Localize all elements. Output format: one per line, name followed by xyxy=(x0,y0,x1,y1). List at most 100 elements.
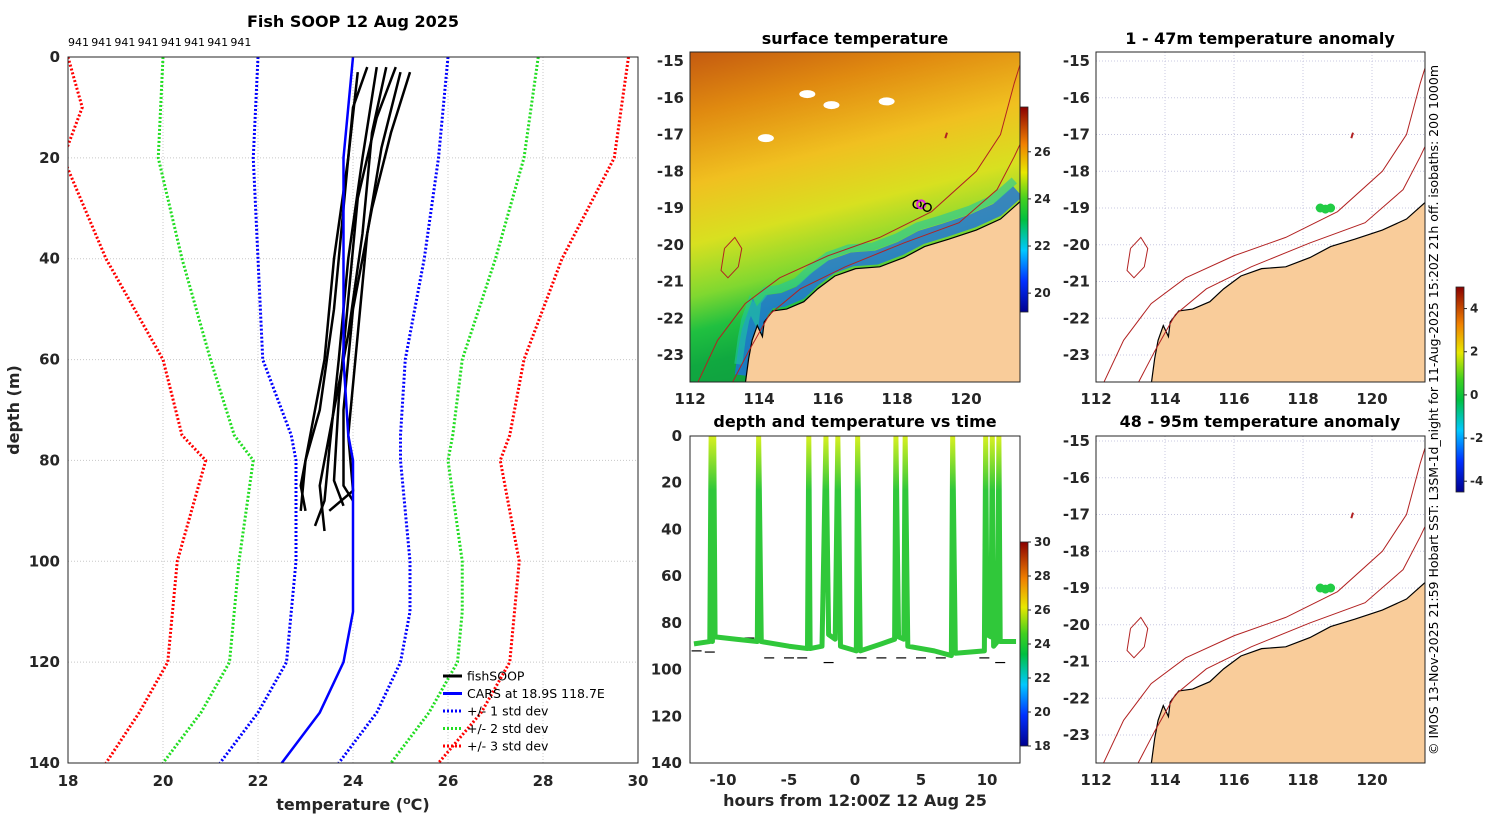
y-tick-label: 20 xyxy=(661,474,682,492)
x-tick-label: 0 xyxy=(850,771,860,789)
anomaly-shallow-title: 1 - 47m temperature anomaly xyxy=(1125,29,1395,48)
cloud-mask xyxy=(799,90,816,99)
reef-isobath xyxy=(1350,132,1354,139)
lon-tick-label: 112 xyxy=(1080,771,1111,789)
colorbar-tick-label: 2 xyxy=(1470,345,1478,359)
x-tick-label: -10 xyxy=(709,771,736,789)
lat-tick-label: -20 xyxy=(1063,236,1090,254)
colorbar xyxy=(1019,541,1029,747)
anomaly-point xyxy=(1326,583,1336,593)
lat-tick-label: -19 xyxy=(657,199,684,217)
lon-tick-label: 112 xyxy=(1080,390,1111,408)
reef-isobath xyxy=(1350,512,1354,519)
lon-tick-label: 114 xyxy=(1149,771,1180,789)
colorbar-tick-label: 26 xyxy=(1034,145,1051,159)
y-tick-label: 100 xyxy=(651,661,682,679)
xlabel-degree: o xyxy=(403,794,411,807)
lon-tick-label: 112 xyxy=(674,390,705,408)
lon-tick-label: 118 xyxy=(881,390,912,408)
colorbar-tick-label: 20 xyxy=(1034,286,1051,300)
colorbar-tick-label: 22 xyxy=(1034,671,1051,685)
profile-xlabel: temperature (oC) xyxy=(276,794,429,814)
y-tick-label: 0 xyxy=(672,427,682,445)
lat-tick-label: -22 xyxy=(1063,689,1090,707)
y-tick-label: 0 xyxy=(50,48,60,66)
y-tick-label: 100 xyxy=(29,552,60,570)
coastal-water xyxy=(734,177,1017,365)
fishsoop-profile xyxy=(313,66,378,527)
colorbar-tick-label: 24 xyxy=(1034,192,1051,206)
lon-tick-label: 116 xyxy=(1218,390,1249,408)
anomaly-deep-title: 48 - 95m temperature anomaly xyxy=(1120,412,1401,431)
lat-tick-label: -19 xyxy=(1063,579,1090,597)
axes-frame xyxy=(1095,435,1426,764)
lon-tick-label: 120 xyxy=(950,390,981,408)
cloud-mask xyxy=(757,134,774,143)
profile-lines xyxy=(68,57,630,763)
legend-label: fishSOOP xyxy=(467,669,525,684)
lon-tick-label: 120 xyxy=(1356,390,1387,408)
colorbar-tick-label: -2 xyxy=(1470,431,1483,445)
land xyxy=(744,200,1020,382)
x-tick-label: 10 xyxy=(977,771,998,789)
y-tick-label: 20 xyxy=(39,149,60,167)
sst-map-title: surface temperature xyxy=(762,29,949,48)
y-tick-label: 120 xyxy=(29,653,60,671)
side-caption: © IMOS 13-Nov-2025 21:59 Hobart SST: L3S… xyxy=(1426,65,1441,755)
y-tick-label: 140 xyxy=(651,754,682,772)
colorbar-tick-label: 26 xyxy=(1034,603,1051,617)
y-tick-label: 60 xyxy=(661,567,682,585)
std1-high-line xyxy=(337,57,450,763)
cast-location-marker xyxy=(912,199,922,210)
lat-tick-label: -20 xyxy=(657,236,684,254)
profile-count-label: 941 xyxy=(161,36,182,49)
colorbar-tick-label: 22 xyxy=(1034,239,1051,253)
xlabel-text: temperature ( xyxy=(276,795,403,814)
lat-tick-label: -16 xyxy=(657,89,684,107)
island-isobath xyxy=(1126,236,1149,279)
xlabel-unit: C) xyxy=(411,795,430,814)
map-content xyxy=(1096,436,1425,763)
lat-tick-label: -19 xyxy=(1063,199,1090,217)
lat-tick-label: -21 xyxy=(657,273,684,291)
x-tick-label: 28 xyxy=(533,772,554,790)
lon-tick-label: 114 xyxy=(743,390,774,408)
lat-tick-label: -22 xyxy=(657,309,684,327)
lat-tick-label: -17 xyxy=(657,126,684,144)
colorbar-tick-label: 30 xyxy=(1034,535,1051,549)
surface-temperature-map: 112 114 116 118 120 -15 -16 -17 -18 -19 -20 -21 -22 -… xyxy=(657,51,1051,408)
depth-time-panel: -10 -5 0 5 100204060801001201401820222426283… xyxy=(651,427,1051,789)
x-tick-label: 18 xyxy=(58,772,79,790)
lat-tick-label: -15 xyxy=(1063,432,1090,450)
lon-tick-label: 120 xyxy=(1356,771,1387,789)
anomaly-point xyxy=(1326,203,1336,213)
x-tick-label: -5 xyxy=(781,771,798,789)
lat-tick-label: -22 xyxy=(1063,309,1090,327)
x-tick-label: 5 xyxy=(916,771,926,789)
colorbar xyxy=(1019,106,1029,313)
fishsoop-profile xyxy=(299,71,359,512)
land xyxy=(1150,201,1425,382)
lat-tick-label: -16 xyxy=(1063,469,1090,487)
x-tick-label: 20 xyxy=(153,772,174,790)
isobath-200m xyxy=(1137,525,1425,763)
std2-high-line xyxy=(389,57,540,763)
profile-count-label: 941 xyxy=(68,36,89,49)
lat-tick-label: -23 xyxy=(1063,726,1090,744)
y-tick-label: 140 xyxy=(29,754,60,772)
std2-low-line xyxy=(156,57,255,763)
depth-temperature-track xyxy=(693,436,1017,659)
lon-tick-label: 118 xyxy=(1287,390,1318,408)
colorbar-tick-label: 0 xyxy=(1470,388,1478,402)
depth-time-xlabel: hours from 12:00Z 12 Aug 25 xyxy=(723,791,987,810)
x-tick-label: 26 xyxy=(438,772,459,790)
track-content xyxy=(691,436,1017,664)
lat-tick-label: -21 xyxy=(1063,273,1090,291)
std3-high-line xyxy=(437,57,630,763)
isobath-1000m xyxy=(697,63,1020,382)
map-grid xyxy=(1096,436,1425,763)
isobath-1000m xyxy=(1103,66,1425,382)
y-tick-label: 80 xyxy=(661,614,682,632)
